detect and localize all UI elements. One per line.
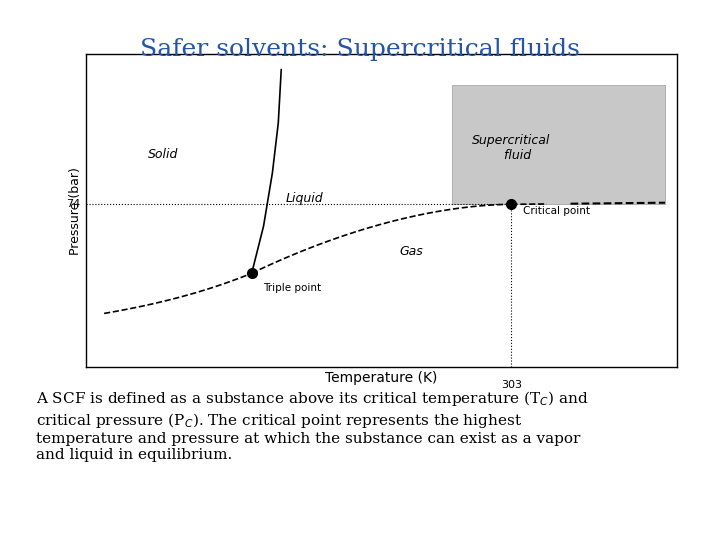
Y-axis label: Pressure (bar): Pressure (bar) (69, 167, 82, 254)
X-axis label: Temperature (K): Temperature (K) (325, 372, 438, 386)
Text: Safer solvents: Supercritical fluids: Safer solvents: Supercritical fluids (140, 38, 580, 61)
Text: Solid: Solid (148, 148, 179, 161)
Text: Triple point: Triple point (264, 282, 322, 293)
Text: Critical point: Critical point (523, 206, 590, 215)
Text: A SCF is defined as a substance above its critical temperature (T$_C$) and
criti: A SCF is defined as a substance above it… (36, 389, 588, 462)
Text: Gas: Gas (400, 245, 423, 258)
Text: 74: 74 (66, 199, 81, 210)
Text: 303: 303 (501, 380, 522, 390)
FancyBboxPatch shape (452, 85, 665, 204)
Text: Supercritical
   fluid: Supercritical fluid (472, 134, 551, 162)
Text: Liquid: Liquid (286, 192, 324, 205)
